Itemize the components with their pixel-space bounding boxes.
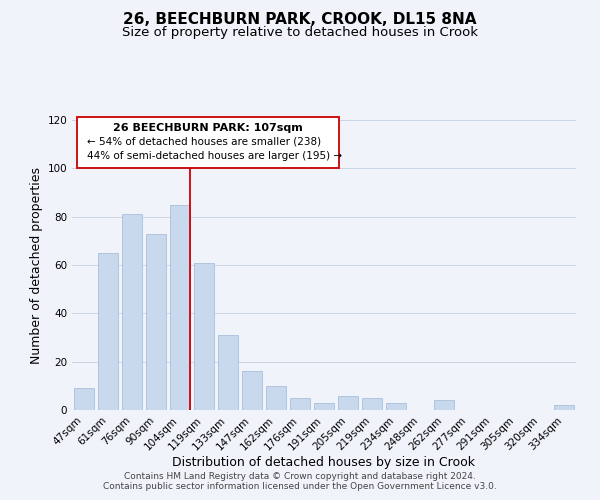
- Bar: [74, 388, 94, 410]
- Bar: [338, 396, 358, 410]
- Bar: [314, 403, 334, 410]
- Text: 44% of semi-detached houses are larger (195) →: 44% of semi-detached houses are larger (…: [87, 152, 342, 162]
- Bar: [554, 405, 574, 410]
- Text: Size of property relative to detached houses in Crook: Size of property relative to detached ho…: [122, 26, 478, 39]
- Text: Contains HM Land Registry data © Crown copyright and database right 2024.: Contains HM Land Registry data © Crown c…: [124, 472, 476, 481]
- FancyBboxPatch shape: [77, 117, 339, 168]
- Bar: [194, 262, 214, 410]
- Bar: [386, 403, 406, 410]
- Bar: [362, 398, 382, 410]
- Bar: [266, 386, 286, 410]
- Y-axis label: Number of detached properties: Number of detached properties: [30, 166, 43, 364]
- Bar: [146, 234, 166, 410]
- Text: ← 54% of detached houses are smaller (238): ← 54% of detached houses are smaller (23…: [87, 137, 321, 147]
- X-axis label: Distribution of detached houses by size in Crook: Distribution of detached houses by size …: [173, 456, 476, 469]
- Bar: [290, 398, 310, 410]
- Bar: [122, 214, 142, 410]
- Bar: [170, 204, 190, 410]
- Text: 26 BEECHBURN PARK: 107sqm: 26 BEECHBURN PARK: 107sqm: [113, 123, 303, 133]
- Bar: [242, 372, 262, 410]
- Text: Contains public sector information licensed under the Open Government Licence v3: Contains public sector information licen…: [103, 482, 497, 491]
- Bar: [434, 400, 454, 410]
- Bar: [98, 253, 118, 410]
- Bar: [218, 335, 238, 410]
- Text: 26, BEECHBURN PARK, CROOK, DL15 8NA: 26, BEECHBURN PARK, CROOK, DL15 8NA: [123, 12, 477, 28]
